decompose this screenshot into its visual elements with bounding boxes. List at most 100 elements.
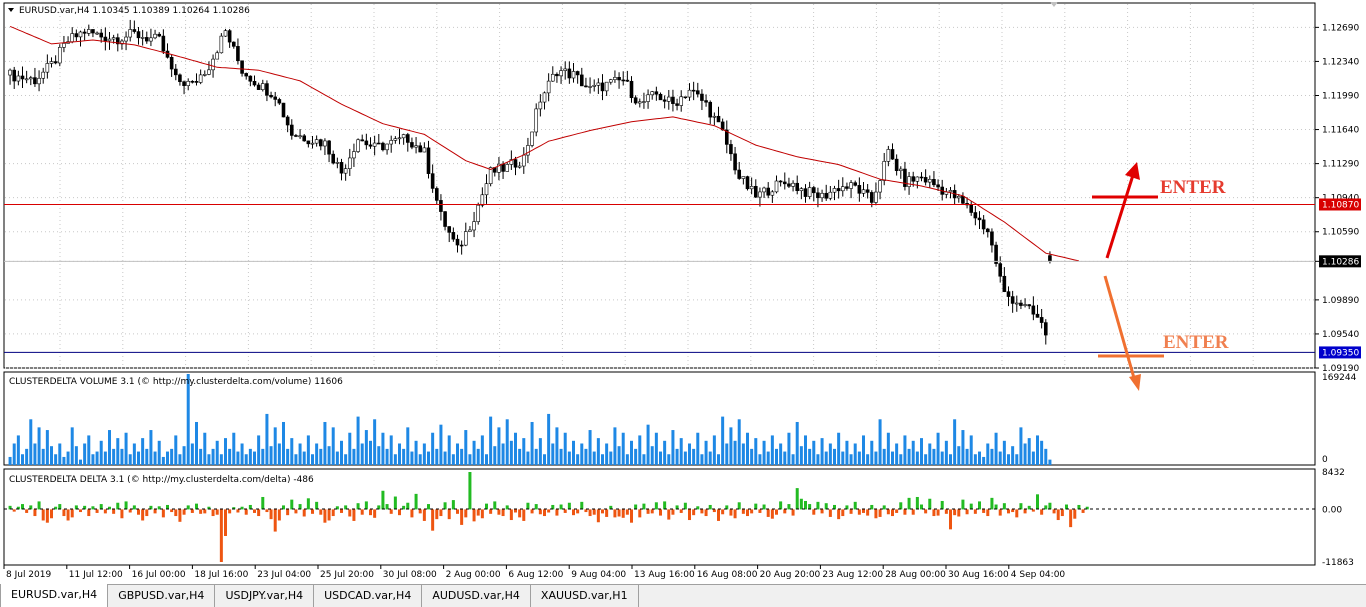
volume-bar: [406, 427, 410, 465]
candle-body: [774, 180, 779, 193]
candle-body: [509, 159, 514, 165]
volume-bar: [269, 446, 273, 465]
volume-bar: [936, 432, 940, 465]
delta-bar: [149, 505, 153, 510]
candle-body: [1048, 255, 1052, 262]
tab-usdjpy-var-h4[interactable]: USDJPY.var,H4: [215, 585, 315, 607]
candle-body: [956, 195, 961, 199]
delta-bar: [911, 509, 915, 515]
delta-bar: [373, 509, 377, 518]
candle-body: [898, 168, 903, 171]
candle-body: [604, 81, 609, 92]
candle-body: [787, 183, 791, 187]
tab-audusd-var-h4[interactable]: AUDUSD.var,H4: [422, 585, 531, 607]
delta-title: CLUSTERDELTA DELTA 3.1 (© http://my.clus…: [9, 475, 314, 485]
delta-bar: [116, 502, 120, 510]
volume-bar: [244, 454, 248, 465]
delta-bar: [551, 504, 555, 510]
candle-body: [1019, 302, 1023, 306]
delta-bar: [340, 509, 343, 513]
delta-bar: [538, 509, 542, 515]
delta-bar: [236, 509, 240, 513]
volume-bar: [816, 454, 820, 465]
delta-bar: [215, 509, 219, 515]
volume-bar: [696, 432, 700, 465]
volume-bar: [468, 454, 472, 465]
trading-chart[interactable]: ENTER ENTER EURUSD.var,H4 1.10345 1.1038…: [0, 0, 1366, 584]
delta-bar: [265, 509, 269, 513]
delta-bar: [915, 496, 919, 510]
candle-body: [376, 142, 381, 145]
shift-marker-icon[interactable]: [1050, 2, 1058, 7]
delta-bar: [837, 509, 841, 520]
volume-bar: [1007, 454, 1010, 465]
volume-bar: [770, 435, 774, 465]
delta-bar: [364, 501, 368, 510]
volume-bar: [704, 440, 708, 465]
delta-bar: [25, 509, 29, 513]
dropdown-triangle-icon[interactable]: [8, 8, 14, 12]
volume-bar: [741, 443, 745, 465]
candle-body: [91, 29, 95, 34]
time-tick-label: 18 Jul 16:00: [194, 570, 248, 580]
volume-bar: [799, 446, 803, 465]
candle-body: [625, 79, 630, 82]
candle-body: [335, 162, 340, 164]
delta-bar: [762, 504, 766, 510]
delta-bar: [783, 509, 787, 514]
delta-bar: [335, 506, 339, 510]
candle-body: [364, 140, 369, 146]
delta-bar: [145, 509, 149, 517]
delta-bar: [120, 509, 124, 519]
price-tick-label: 1.11290: [1322, 160, 1359, 170]
candle-body: [33, 77, 37, 85]
volume-bar: [79, 459, 82, 465]
candle-body: [401, 134, 406, 139]
volume-bar: [124, 432, 128, 465]
volume-bar: [617, 446, 621, 465]
tab-xauusd-var-h1[interactable]: XAUUSD.var,H1: [531, 585, 639, 607]
candle-body: [1002, 275, 1007, 292]
volume-bar: [137, 451, 140, 465]
enter-annotation-top[interactable]: ENTER: [1092, 162, 1226, 259]
volume-bar: [170, 448, 174, 465]
candle-body: [236, 46, 240, 62]
delta-pane[interactable]: [3, 468, 1316, 566]
candle-body: [973, 212, 978, 219]
delta-bar: [944, 509, 948, 514]
candle-body: [741, 176, 746, 179]
volume-bar: [161, 456, 165, 465]
candle-body: [791, 182, 795, 187]
candle-body: [853, 182, 858, 186]
tab-usdcad-var-h4[interactable]: USDCAD.var,H4: [314, 585, 423, 607]
delta-bar: [526, 502, 530, 510]
volume-bar: [149, 430, 153, 465]
delta-bar: [866, 509, 870, 516]
price-pane[interactable]: [3, 2, 1316, 369]
volume-bar: [1036, 435, 1039, 465]
delta-bar: [828, 509, 832, 517]
delta-bar: [659, 509, 662, 516]
candle-body: [849, 182, 853, 189]
candle-series: [8, 19, 1052, 345]
candle-body: [207, 69, 211, 75]
candle-body: [555, 73, 559, 77]
candle-body: [811, 187, 816, 194]
candle-body: [637, 101, 642, 104]
volume-bar: [965, 448, 969, 465]
tab-gbpusd-var-h4[interactable]: GBPUSD.var,H4: [108, 585, 216, 607]
candle-body: [1043, 322, 1048, 336]
volume-bar: [418, 454, 422, 465]
volume-bar: [182, 446, 186, 465]
volume-bar: [369, 440, 372, 465]
candle-body: [600, 82, 605, 92]
price-tick-label: 1.09190: [1322, 364, 1359, 374]
candle-body: [824, 192, 829, 199]
volume-bar: [663, 440, 667, 465]
volume-bar: [356, 416, 360, 465]
time-tick-label: 8 Jul 2019: [6, 570, 51, 580]
delta-bar: [112, 509, 116, 514]
enter-annotation-bottom[interactable]: ENTER: [1098, 275, 1229, 391]
candle-body: [927, 179, 932, 183]
tab-eurusd-var-h4[interactable]: EURUSD.var,H4: [0, 584, 109, 607]
